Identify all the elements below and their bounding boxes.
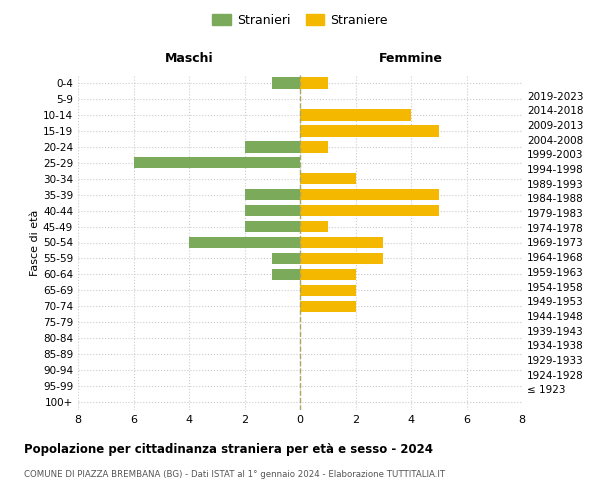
Bar: [272, 252, 300, 264]
Bar: [272, 268, 300, 280]
Bar: [272, 77, 300, 88]
Bar: [300, 268, 356, 280]
Bar: [133, 157, 300, 168]
Bar: [300, 141, 328, 152]
Bar: [300, 109, 411, 120]
Bar: [300, 77, 328, 88]
Bar: [300, 189, 439, 200]
Bar: [245, 189, 300, 200]
Text: COMUNE DI PIAZZA BREMBANA (BG) - Dati ISTAT al 1° gennaio 2024 - Elaborazione TU: COMUNE DI PIAZZA BREMBANA (BG) - Dati IS…: [24, 470, 445, 479]
Text: Femmine: Femmine: [379, 52, 443, 65]
Bar: [300, 173, 356, 184]
Bar: [189, 237, 300, 248]
Bar: [300, 284, 356, 296]
Bar: [300, 300, 356, 312]
Bar: [300, 125, 439, 136]
Bar: [300, 221, 328, 232]
Y-axis label: Fasce di età: Fasce di età: [30, 210, 40, 276]
Text: Popolazione per cittadinanza straniera per età e sesso - 2024: Popolazione per cittadinanza straniera p…: [24, 442, 433, 456]
Text: Maschi: Maschi: [164, 52, 214, 65]
Bar: [245, 221, 300, 232]
Bar: [245, 141, 300, 152]
Bar: [300, 205, 439, 216]
Legend: Stranieri, Straniere: Stranieri, Straniere: [207, 8, 393, 32]
Bar: [300, 237, 383, 248]
Bar: [245, 205, 300, 216]
Bar: [300, 252, 383, 264]
